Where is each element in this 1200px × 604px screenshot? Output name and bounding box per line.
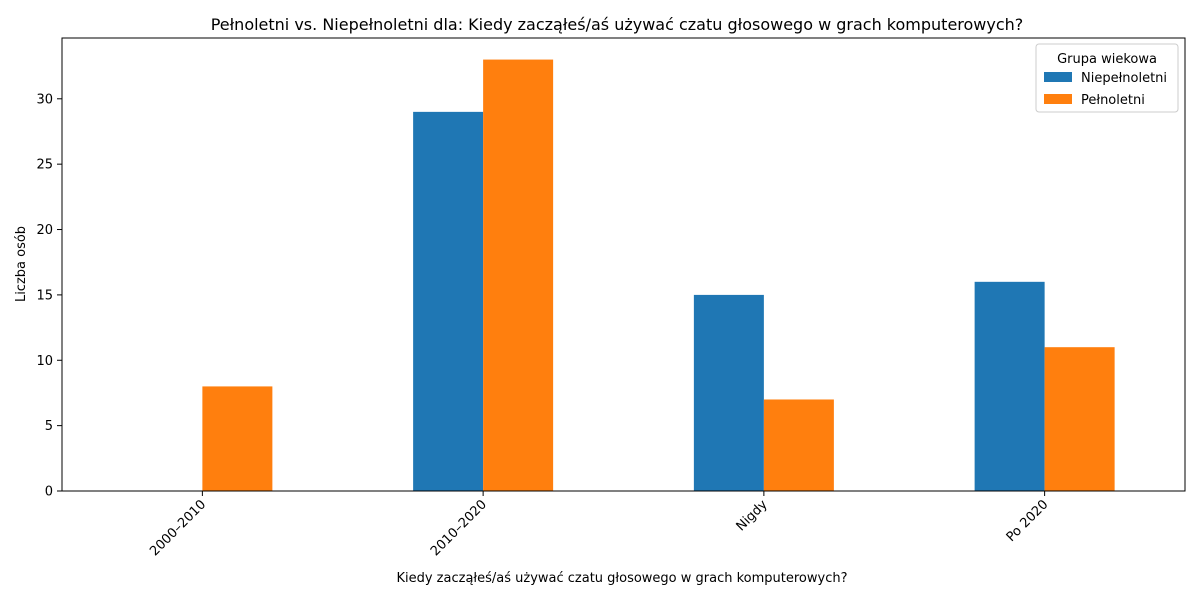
bar-niepelnoletni-2 [693,294,764,491]
x-tick-label: 2000–2010 [147,497,209,559]
bar-niepelnoletni-3 [974,281,1045,491]
y-tick-label: 30 [36,92,53,107]
y-tick-label: 10 [36,354,53,369]
bar-pelnoletni-3 [1044,347,1115,491]
legend-label-niepelnoletni: Niepełnoletni [1081,71,1167,86]
bar-niepelnoletni-1 [413,111,484,492]
x-tick-label: 2010–2020 [428,497,490,559]
plot-area: 0 5 10 15 20 25 30 2000–2010 2010–2020 Nigdy Po 20… [36,37,1186,559]
legend: Grupa wiekowa Niepełnoletni Pełnoletni [1035,43,1179,113]
y-tick-label: 15 [36,288,53,303]
legend-swatch-pelnoletni [1044,94,1072,104]
legend-label-pelnoletni: Pełnoletni [1081,93,1145,108]
x-tick-label: Nigdy [734,497,771,534]
y-tick-label: 0 [45,485,53,500]
y-tick-label: 20 [36,223,53,238]
y-tick-label: 25 [36,158,53,173]
y-axis-label: Liczba osób [14,226,29,302]
bar-pelnoletni-0 [202,386,273,491]
legend-swatch-niepelnoletni [1044,72,1072,82]
bar-pelnoletni-2 [763,399,834,491]
y-tick-label: 5 [45,419,53,434]
plot-frame [61,37,1186,492]
bar-pelnoletni-1 [483,59,554,491]
legend-title: Grupa wiekowa [1057,52,1157,67]
chart-title: Pełnoletni vs. Niepełnoletni dla: Kiedy … [211,15,1024,34]
x-axis-label: Kiedy zacząłeś/aś używać czatu głosowego… [396,571,847,586]
x-tick-label: Po 2020 [1004,497,1052,545]
